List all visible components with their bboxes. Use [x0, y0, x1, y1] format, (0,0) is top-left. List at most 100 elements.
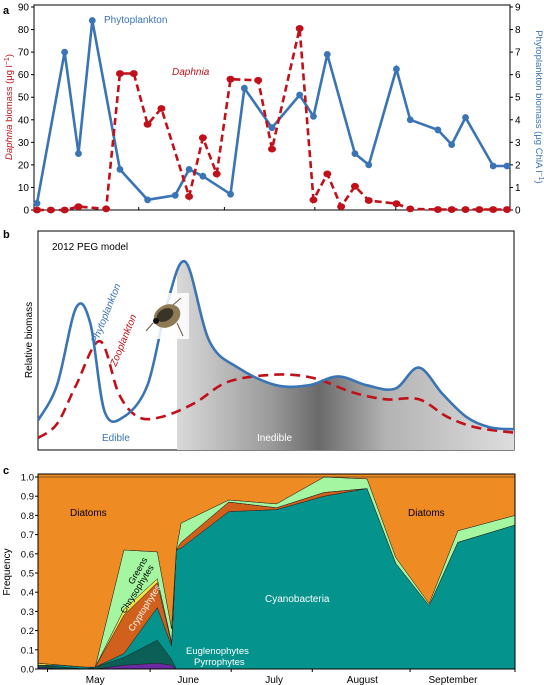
a-right-tick-label: 4 — [515, 115, 521, 126]
c-y-tick-label: 0.2 — [21, 626, 34, 637]
panel-b-label: b — [3, 229, 10, 241]
c-x-tick-label: June — [177, 675, 199, 685]
phytoplankton-point — [61, 48, 69, 56]
daphnia-point — [254, 76, 263, 84]
daphnia-point — [268, 145, 276, 153]
phytoplankton-point — [185, 166, 193, 173]
panel-c-ylabel: Frequency — [2, 548, 13, 595]
c-y-tick-label: 0.4 — [21, 588, 34, 599]
panel-b-ylabel: Relative biomass — [24, 302, 35, 378]
daphnia-photo — [143, 293, 189, 339]
daphnia-point — [212, 170, 221, 178]
diatoms-label-right: Diatoms — [408, 508, 445, 519]
panel-a-right-axis: 0 1 2 3 4 5 6 7 8 9 — [510, 3, 521, 217]
panel-c-x-axis: May June July August September — [47, 669, 516, 685]
panel-a-left-axis: 0 10 20 30 40 50 60 70 80 90 — [18, 3, 34, 217]
legend-phytoplankton: Phytoplankton — [104, 15, 167, 26]
daphnia-point — [198, 134, 207, 142]
c-y-tick-label: 1.0 — [21, 473, 34, 484]
inedible-shading — [177, 261, 514, 450]
daphnia-point — [226, 75, 235, 83]
daphnia-point — [143, 120, 152, 128]
pyrrophytes-label: Pyrrophytes — [194, 657, 245, 668]
phytoplankton-point — [296, 91, 304, 99]
daphnia-point — [60, 206, 69, 214]
phytoplankton-point — [199, 172, 207, 180]
panel-a: a 0 10 20 30 40 50 60 70 80 90 0 1 2 3 4 5 6 7 8 9 Daphnia… — [3, 3, 544, 217]
diatoms-label-left: Diatoms — [70, 508, 107, 519]
phytoplankton-point — [88, 17, 96, 24]
c-x-tick-label: July — [265, 675, 283, 685]
phytoplankton-point — [434, 126, 442, 134]
a-right-tick-label: 2 — [515, 160, 521, 171]
panel-c-y-axis: 0.0 0.1 0.2 0.3 0.4 0.5 0.6 0.7 0.8 0.9 1.0 — [21, 473, 38, 676]
a-left-tick-label: 60 — [18, 70, 30, 81]
panel-b-title: 2012 PEG model — [52, 242, 128, 253]
phytoplankton-point — [489, 162, 497, 170]
daphnia-point — [350, 182, 359, 190]
daphnia-point — [33, 206, 41, 214]
panel-c-label: c — [3, 465, 9, 477]
legend-daphnia: Daphnia — [172, 67, 210, 78]
c-y-tick-label: 0.7 — [21, 530, 34, 541]
a-right-tick-label: 0 — [515, 206, 521, 217]
a-left-tick-label: 30 — [18, 138, 30, 149]
c-y-tick-label: 0.6 — [21, 549, 34, 560]
a-right-tick-label: 8 — [515, 25, 521, 36]
phytoplankton-curve — [36, 260, 515, 431]
daphnia-point — [433, 206, 442, 213]
phytoplankton-point — [351, 150, 359, 158]
c-y-tick-label: 0.8 — [21, 511, 34, 522]
daphnia-point — [185, 193, 194, 200]
panel-a-series — [33, 17, 511, 214]
daphnia-point — [392, 200, 401, 208]
daphnia-point — [475, 206, 484, 213]
daphnia-point — [157, 105, 166, 112]
a-left-tick-label: 0 — [23, 206, 29, 217]
a-left-tick-label: 50 — [18, 93, 30, 104]
a-left-tick-label: 80 — [18, 25, 30, 36]
daphnia-point — [503, 206, 511, 213]
phytoplankton-point — [144, 196, 151, 204]
c-y-tick-label: 0.5 — [21, 569, 34, 580]
phytoplankton-point — [240, 84, 248, 92]
c-y-tick-label: 0.9 — [21, 492, 34, 503]
daphnia-point — [337, 203, 346, 211]
c-y-tick-label: 0.0 — [21, 665, 34, 676]
phytoplankton-point — [75, 150, 82, 158]
daphnia-series-line — [37, 28, 507, 212]
a-left-tick-label: 70 — [18, 48, 30, 59]
a-right-tick-label: 5 — [515, 93, 521, 104]
a-right-tick-label: 9 — [515, 3, 521, 14]
phytoplankton-point — [227, 190, 234, 198]
daphnia-point — [46, 206, 55, 214]
panel-c: c 0.0 0.1 0.2 0.3 0.4 0.5 0.6 0.7 0.8 0.9 1.0 May J… — [2, 465, 516, 685]
phytoplankton-point — [310, 112, 317, 120]
phytoplankton-series-line — [35, 20, 507, 204]
panel-c-areas — [37, 474, 516, 670]
daphnia-point — [406, 205, 415, 213]
a-right-tick-label: 3 — [515, 138, 521, 149]
panel-a-frame — [33, 4, 511, 211]
a-right-tick-label: 7 — [515, 48, 521, 59]
phytoplankton-point — [406, 116, 414, 124]
daphnia-point — [309, 196, 318, 204]
phytoplankton-point — [268, 124, 276, 132]
c-x-tick-label: August — [347, 675, 378, 685]
daphnia-point — [102, 205, 111, 213]
a-left-tick-label: 90 — [18, 3, 30, 14]
panel-b-series — [36, 260, 515, 440]
daphnia-point — [74, 203, 83, 211]
phytoplankton-point — [33, 199, 41, 207]
a-right-tick-label: 1 — [515, 183, 521, 194]
c-y-tick-label: 0.3 — [21, 607, 34, 618]
daphnia-point — [461, 206, 470, 213]
daphnia-point — [115, 70, 124, 77]
phytoplankton-point — [448, 141, 456, 148]
panel-b: b 2012 PEG model Relative biomass Phytop… — [3, 229, 515, 451]
phytoplankton-point — [462, 114, 469, 121]
phytoplankton-point — [323, 50, 331, 58]
zooplankton-curve — [37, 339, 515, 440]
a-right-tick-label: 6 — [515, 70, 521, 81]
